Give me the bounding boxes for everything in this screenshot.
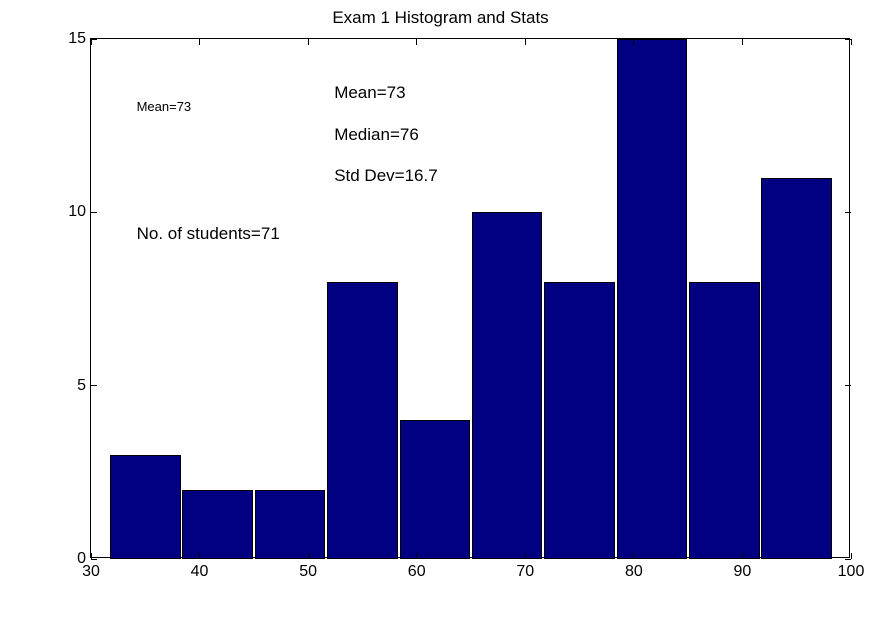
y-tick-label: 15 — [56, 30, 86, 48]
y-tick — [91, 559, 97, 560]
histogram-bar — [255, 490, 326, 559]
histogram-bar — [689, 282, 760, 559]
x-tick — [742, 553, 743, 559]
histogram-bar — [544, 282, 615, 559]
y-tick — [91, 212, 97, 213]
chart-annotation: Std Dev=16.7 — [334, 166, 438, 186]
y-tick — [91, 39, 97, 40]
x-tick-top — [308, 39, 309, 45]
x-tick-label: 70 — [510, 563, 540, 581]
x-tick-top — [633, 39, 634, 45]
histogram-bar — [182, 490, 253, 559]
y-tick-label: 5 — [56, 377, 86, 395]
figure: Exam 1 Histogram and Stats 3040506070809… — [0, 0, 881, 619]
x-tick-top — [525, 39, 526, 45]
x-tick-top — [742, 39, 743, 45]
x-tick-top — [91, 39, 92, 45]
histogram-bar — [617, 39, 688, 559]
x-tick-label: 50 — [293, 563, 323, 581]
y-tick-label: 0 — [56, 550, 86, 568]
x-tick — [199, 553, 200, 559]
x-tick — [633, 553, 634, 559]
x-tick-label: 100 — [836, 563, 866, 581]
x-tick — [308, 553, 309, 559]
chart-title: Exam 1 Histogram and Stats — [0, 8, 881, 28]
y-tick — [91, 385, 97, 386]
x-tick-label: 90 — [727, 563, 757, 581]
x-tick — [416, 553, 417, 559]
x-tick-top — [416, 39, 417, 45]
y-tick-right — [845, 39, 851, 40]
chart-annotation: No. of students=71 — [137, 224, 280, 244]
x-tick-top — [199, 39, 200, 45]
histogram-bar — [472, 212, 543, 559]
x-tick-label: 40 — [185, 563, 215, 581]
x-tick-label: 60 — [402, 563, 432, 581]
x-tick-label: 80 — [619, 563, 649, 581]
x-tick-top — [851, 39, 852, 45]
y-tick-label: 10 — [56, 203, 86, 221]
chart-annotation: Mean=73 — [334, 83, 405, 103]
y-tick-right — [845, 212, 851, 213]
x-tick — [525, 553, 526, 559]
chart-annotation: Mean=73 — [137, 99, 192, 114]
histogram-bar — [110, 455, 181, 559]
histogram-bar — [327, 282, 398, 559]
chart-annotation: Median=76 — [334, 125, 419, 145]
y-tick-right — [845, 559, 851, 560]
histogram-bar — [400, 420, 471, 559]
histogram-bar — [761, 178, 832, 559]
y-tick-right — [845, 385, 851, 386]
plot-area: 30405060708090100051015Mean=73Median=76S… — [90, 38, 850, 558]
